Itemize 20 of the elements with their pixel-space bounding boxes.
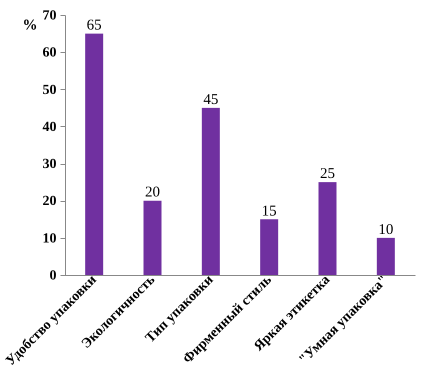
y-tick-label: 20 [42,194,56,210]
y-tick-label: 70 [42,8,56,24]
y-tick-label: 30 [42,157,56,172]
bar [260,219,278,275]
y-tick-label: 40 [42,120,56,135]
bar [376,238,395,275]
bar [318,182,336,275]
data-label: 45 [203,92,218,108]
y-tick-label: 10 [42,231,56,246]
y-axis-title: % [22,18,38,34]
bar [144,200,162,275]
bar [85,34,104,275]
data-label: 20 [145,184,160,201]
data-label: 15 [262,203,277,220]
y-tick-label: 50 [42,82,56,98]
y-tick-label: 60 [42,46,56,61]
data-label: 10 [378,222,394,238]
data-label: 25 [320,166,335,182]
bar [202,108,220,275]
data-label: 65 [86,18,102,34]
